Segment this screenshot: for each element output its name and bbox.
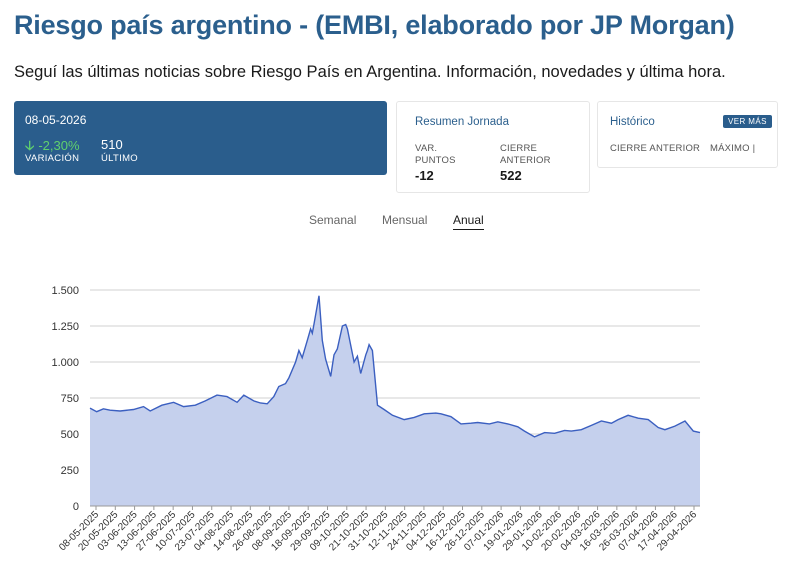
variation-label: VARIACIÓN (25, 153, 80, 164)
y-tick-label: 1.000 (51, 357, 79, 369)
variation-value: 🡣 -2,30% (25, 137, 80, 159)
last-value: 510 (101, 137, 123, 152)
tab-anual[interactable]: Anual (453, 213, 484, 230)
arrow-down-icon: 🡣 (25, 138, 35, 153)
y-tick-label: 750 (61, 393, 79, 405)
y-tick-label: 250 (61, 465, 79, 477)
historico-cierre-label: CIERRE ANTERIOR (610, 143, 701, 154)
period-tabs: Semanal Mensual Anual (0, 213, 790, 233)
page-subtitle: Seguí las últimas noticias sobre Riesgo … (14, 63, 726, 81)
resumen-jornada-card: Resumen Jornada VAR. PUNTOS -12 CIERRE A… (396, 101, 590, 193)
y-tick-label: 1.500 (51, 285, 79, 297)
y-tick-label: 500 (61, 429, 79, 441)
var-puntos-value: -12 (415, 168, 434, 183)
last-label: ÚLTIMO (101, 153, 138, 164)
cierre-anterior-label-2: ANTERIOR (500, 155, 551, 166)
var-puntos-label-1: VAR. (415, 143, 438, 154)
page-title: Riesgo país argentino - (EMBI, elaborado… (14, 10, 735, 40)
y-tick-label: 0 (73, 501, 79, 513)
ver-mas-button[interactable]: VER MÁS (723, 115, 772, 128)
historico-title: Histórico (610, 116, 655, 128)
series-line (89, 295, 701, 438)
tab-mensual[interactable]: Mensual (382, 213, 428, 227)
riesgo-pais-chart: 02505007501.0001.2501.50008-05-202520-05… (51, 285, 701, 553)
y-tick-label: 1.250 (51, 321, 79, 333)
summary-card: 08-05-2026 🡣 -2,30% VARIACIÓN 510 ÚLTIMO (14, 101, 387, 175)
tab-semanal[interactable]: Semanal (309, 213, 357, 227)
resumen-title: Resumen Jornada (415, 116, 509, 128)
historico-card: Histórico VER MÁS CIERRE ANTERIOR MÁXIMO… (597, 101, 778, 168)
cierre-anterior-value: 522 (500, 168, 522, 183)
cierre-anterior-label-1: CIERRE (500, 143, 538, 154)
var-puntos-label-2: PUNTOS (415, 155, 456, 166)
summary-date: 08-05-2026 (25, 113, 87, 127)
series-area (90, 295, 700, 506)
historico-maximo-label: MÁXIMO | (710, 143, 756, 154)
variation-value-text: -2,30% (38, 138, 80, 153)
